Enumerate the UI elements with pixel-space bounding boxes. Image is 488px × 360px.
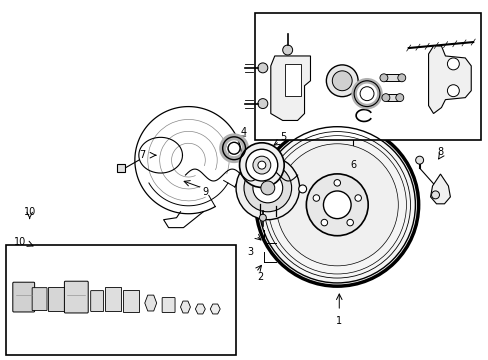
Text: 7: 7	[140, 150, 145, 160]
Bar	[105, 287, 121, 311]
Text: 3: 3	[246, 247, 252, 257]
Text: 8: 8	[437, 147, 443, 157]
Circle shape	[306, 174, 367, 236]
Circle shape	[257, 99, 267, 109]
Circle shape	[447, 58, 458, 70]
Circle shape	[397, 74, 405, 82]
Polygon shape	[180, 301, 190, 313]
Circle shape	[323, 191, 350, 219]
Circle shape	[415, 156, 423, 164]
Polygon shape	[427, 46, 470, 113]
Circle shape	[259, 214, 266, 221]
Circle shape	[359, 87, 373, 100]
Polygon shape	[210, 304, 220, 314]
Circle shape	[244, 164, 291, 212]
Circle shape	[252, 173, 282, 203]
Circle shape	[447, 85, 458, 96]
FancyBboxPatch shape	[90, 291, 103, 311]
Circle shape	[325, 65, 357, 96]
Circle shape	[354, 195, 361, 201]
FancyBboxPatch shape	[32, 288, 47, 310]
Circle shape	[245, 149, 277, 181]
Circle shape	[298, 185, 306, 193]
Circle shape	[257, 161, 265, 169]
Polygon shape	[270, 56, 310, 121]
Circle shape	[381, 94, 389, 102]
Polygon shape	[429, 174, 449, 204]
Bar	[385, 94, 399, 101]
Circle shape	[276, 144, 398, 266]
Bar	[383, 74, 401, 81]
Circle shape	[257, 63, 267, 73]
Text: 6: 6	[349, 160, 355, 170]
Bar	[47, 287, 65, 311]
Text: 4: 4	[241, 127, 246, 138]
Bar	[122, 290, 139, 312]
Circle shape	[228, 142, 240, 154]
Bar	[6, 246, 236, 355]
Bar	[284, 64, 300, 96]
Text: 2: 2	[256, 272, 263, 282]
Circle shape	[321, 219, 327, 226]
Circle shape	[239, 143, 284, 188]
Circle shape	[379, 74, 387, 82]
Circle shape	[346, 219, 353, 226]
FancyBboxPatch shape	[13, 282, 35, 312]
Circle shape	[312, 195, 319, 201]
Polygon shape	[144, 295, 156, 311]
Text: 10: 10	[23, 207, 36, 217]
Circle shape	[260, 181, 274, 195]
Circle shape	[395, 94, 403, 102]
Text: 9: 9	[202, 187, 208, 197]
Circle shape	[431, 191, 439, 199]
Circle shape	[252, 156, 270, 174]
Text: 1: 1	[336, 316, 342, 326]
Bar	[117, 164, 124, 172]
Polygon shape	[195, 304, 205, 314]
Text: 10: 10	[14, 237, 26, 247]
Text: 5: 5	[280, 132, 286, 142]
Bar	[254, 13, 480, 140]
FancyBboxPatch shape	[162, 298, 175, 312]
Circle shape	[282, 45, 292, 55]
FancyBboxPatch shape	[64, 281, 88, 313]
Circle shape	[333, 180, 340, 186]
Circle shape	[332, 71, 351, 91]
Circle shape	[236, 156, 299, 220]
Circle shape	[255, 123, 418, 286]
